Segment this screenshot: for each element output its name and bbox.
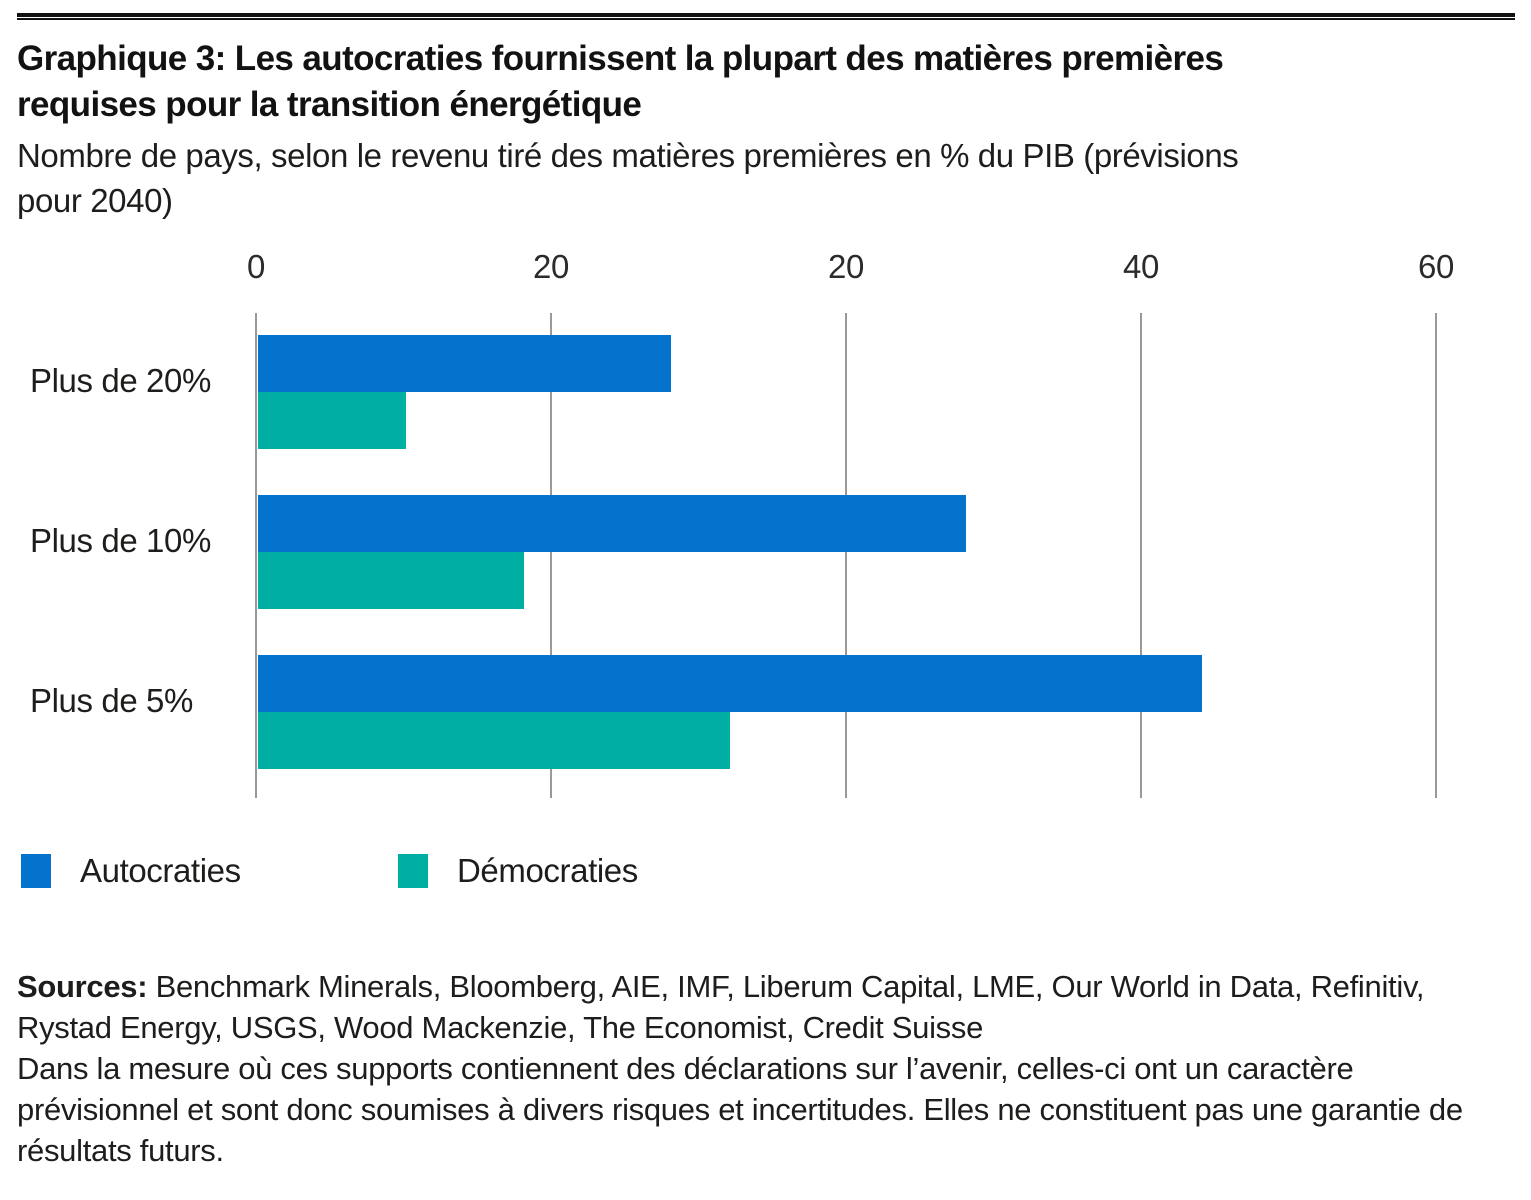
legend-label-autocraties: Autocraties: [80, 852, 241, 889]
x-axis-tick-label-0: 0: [247, 248, 265, 285]
chart-subtitle: Nombre de pays, selon le revenu tiré des…: [17, 133, 1239, 223]
gridline-3: [1140, 313, 1142, 798]
chart-title-line-1: Graphique 3: Les autocraties fournissent…: [17, 39, 1224, 78]
chart-title: Graphique 3: Les autocraties fournissent…: [17, 36, 1224, 128]
x-axis-tick-label-1: 20: [533, 248, 569, 285]
gridline-2: [845, 313, 847, 798]
disclaimer-line-3: résultats futurs.: [17, 1133, 224, 1168]
x-axis-tick-label-4: 60: [1418, 248, 1454, 285]
category-label-plus-de-10: Plus de 10%: [30, 522, 211, 559]
legend-label-democraties: Démocraties: [457, 852, 638, 889]
sources-line-1: Sources: Benchmark Minerals, Bloomberg, …: [17, 966, 1463, 1007]
chart-subtitle-line-1: Nombre de pays, selon le revenu tiré des…: [17, 137, 1239, 174]
legend-swatch-democraties: [398, 854, 428, 888]
chart-subtitle-line-2: pour 2040): [17, 182, 173, 219]
x-axis-tick-label-3: 40: [1123, 248, 1159, 285]
bar-autocraties-plus-de-10: [258, 495, 966, 552]
gridline-1: [550, 313, 552, 798]
bar-democraties-plus-de-10: [258, 552, 524, 609]
sources-line-2: Rystad Energy, USGS, Wood Mackenzie, The…: [17, 1010, 984, 1045]
legend: Autocraties Démocraties: [21, 852, 921, 892]
category-label-plus-de-5: Plus de 5%: [30, 682, 193, 719]
disclaimer-line-1: Dans la mesure où ces supports contienne…: [17, 1051, 1354, 1086]
bar-democraties-plus-de-5: [258, 712, 730, 769]
sources-label: Sources:: [17, 969, 148, 1004]
top-rule: [17, 13, 1515, 20]
bar-democraties-plus-de-20: [258, 392, 406, 449]
gridline-4: [1435, 313, 1437, 798]
x-axis-tick-label-2: 20: [828, 248, 864, 285]
bar-autocraties-plus-de-5: [258, 655, 1202, 712]
category-label-plus-de-20: Plus de 20%: [30, 362, 211, 399]
bar-autocraties-plus-de-20: [258, 335, 671, 392]
legend-item-autocraties: Autocraties: [21, 852, 241, 890]
chart-title-line-2: requises pour la transition énergétique: [17, 85, 642, 124]
legend-item-democraties: Démocraties: [398, 852, 638, 890]
legend-swatch-autocraties: [21, 854, 51, 888]
sources-block: Sources: Benchmark Minerals, Bloomberg, …: [17, 966, 1463, 1171]
sources-text-1: Benchmark Minerals, Bloomberg, AIE, IMF,…: [155, 969, 1425, 1004]
gridline-0: [255, 313, 257, 798]
disclaimer-line-2: prévisionnel et sont donc soumises à div…: [17, 1092, 1463, 1127]
